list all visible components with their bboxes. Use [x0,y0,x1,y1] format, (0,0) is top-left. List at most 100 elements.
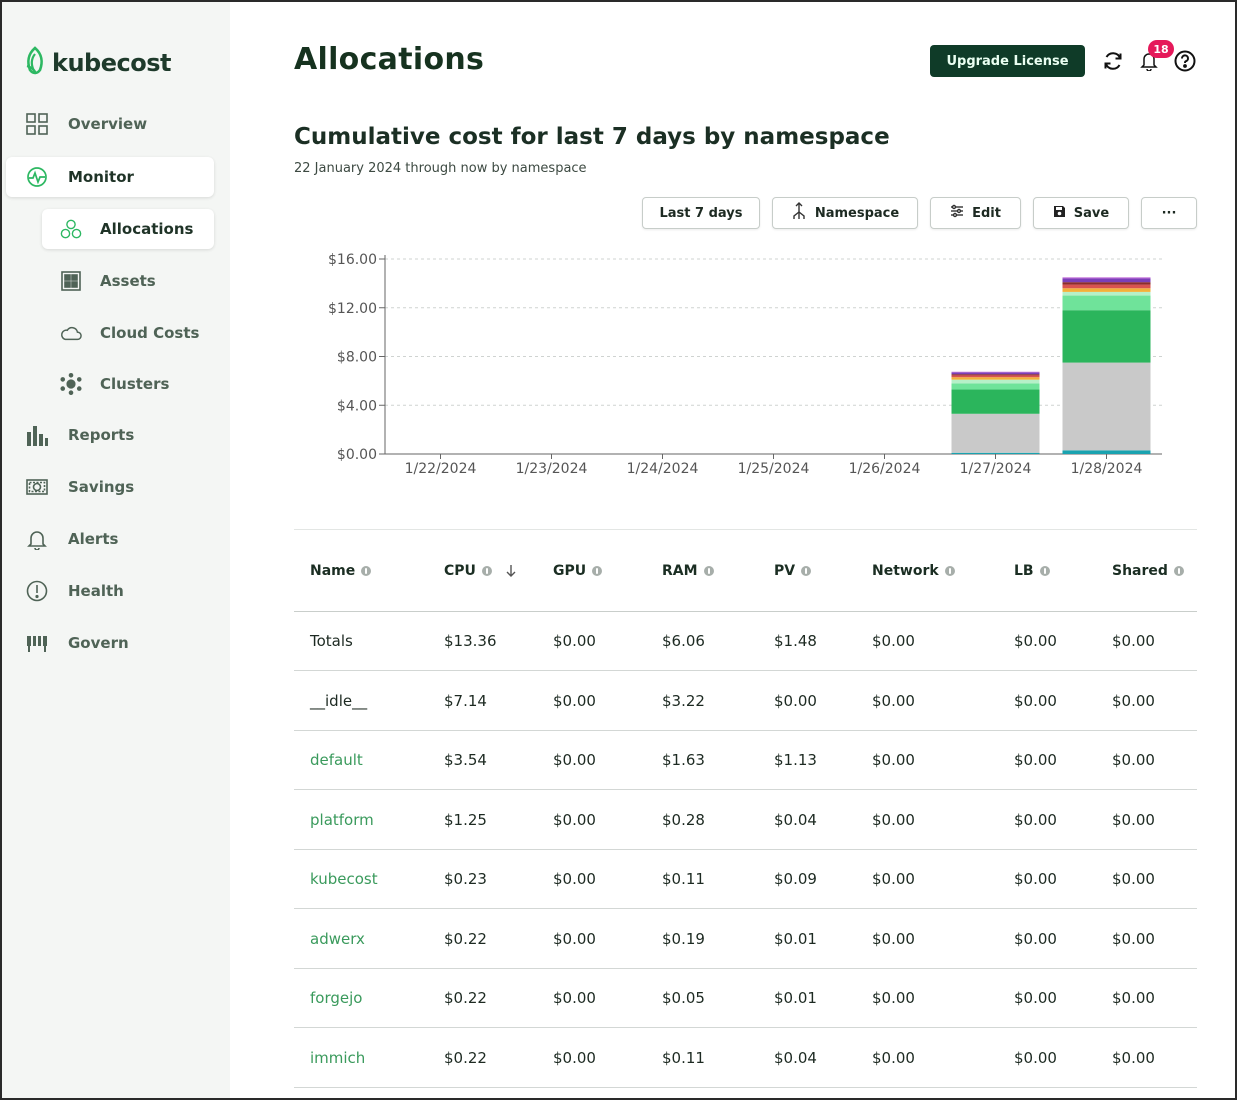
cost-cell-network: $0.00 [872,751,915,769]
info-icon[interactable] [801,565,812,576]
cost-cell-gpu: $0.00 [553,751,596,769]
info-icon[interactable] [592,565,603,576]
more-options-label: ··· [1161,205,1177,221]
cost-cell-gpu: $0.00 [553,870,596,888]
column-header-label: PV [774,562,796,579]
edit-button[interactable]: Edit [930,197,1021,229]
table-row: immich $0.22 $0.00 $0.11 $0.04 $0.00 $0.00 $0.0… [294,1028,1197,1088]
bar-segment [951,452,1040,454]
notification-count-badge: 18 [1148,40,1174,58]
sidebar-item-alerts[interactable]: Alerts [6,519,214,559]
more-options-button[interactable]: ··· [1141,197,1197,229]
info-icon[interactable] [1039,565,1050,576]
bar-segment [951,379,1040,384]
cost-cell-cpu: $0.22 [444,1048,487,1067]
cost-cell-gpu: $0.00 [553,989,596,1007]
sidebar-item-govern[interactable]: Govern [6,623,214,663]
namespace-link[interactable]: adwerx [310,929,365,948]
sidebar-item-clusters[interactable]: Clusters [42,364,214,404]
help-icon[interactable] [1172,48,1198,74]
grid-icon [26,113,48,135]
y-tick-label: $0.00 [337,447,377,463]
namespace-link[interactable]: immich [310,1048,366,1067]
cost-cell-gpu: $0.00 [553,691,596,710]
column-header-lb[interactable]: LB [1014,530,1050,611]
cost-cell-shared: $0.00 [1112,929,1155,948]
sidebar-item-overview[interactable]: Overview [6,104,214,144]
cost-cell-shared: $0.00 [1112,751,1155,769]
bar-segment [1062,277,1151,279]
table-header-row: Name CPU GPU RAM PV Network LB Shared [294,530,1197,612]
x-tick-label: 1/26/2024 [849,461,921,477]
save-button[interactable]: Save [1033,197,1129,229]
cost-cell-lb: $0.00 [1014,870,1057,888]
cost-cell-pv: $0.04 [774,1048,817,1067]
column-header-network[interactable]: Network [872,530,955,611]
sidebar-item-label: Alerts [68,530,119,548]
cost-cell-network: $0.00 [872,989,915,1007]
bar-segment [1062,362,1151,451]
column-header-label: GPU [553,562,587,579]
cost-cell-cpu: $3.54 [444,751,487,769]
column-header-cpu[interactable]: CPU [444,530,518,611]
cost-cell-ram: $0.11 [662,870,705,888]
refresh-icon[interactable] [1100,48,1126,74]
column-header-gpu[interactable]: GPU [553,530,603,611]
cost-cell-cpu: $0.22 [444,929,487,948]
sort-descending-icon[interactable] [504,564,518,578]
column-header-pv[interactable]: PV [774,530,812,611]
bell-icon [26,528,48,550]
column-header-label: Name [310,562,356,579]
sidebar-item-assets[interactable]: Assets [42,261,214,301]
sidebar-item-cloud-costs[interactable]: Cloud Costs [42,313,214,353]
sidebar-item-label: Govern [68,634,129,652]
info-icon[interactable] [1173,565,1184,576]
namespace-link[interactable]: platform [310,810,374,829]
info-icon[interactable] [481,565,492,576]
clusters-icon [60,373,82,395]
sidebar-item-label: Assets [100,272,156,290]
info-icon[interactable] [361,565,372,576]
sidebar-item-savings[interactable]: Savings [6,467,214,507]
aggregate-label: Namespace [814,205,900,221]
aggregate-by-button[interactable]: Namespace [772,197,918,229]
cost-cell-ram: $0.19 [662,929,705,948]
cost-cell-network: $0.00 [872,691,915,710]
sidebar-item-allocations[interactable]: Allocations [42,209,214,249]
namespace-link[interactable]: forgejo [310,989,363,1007]
bar-segment [951,372,1040,375]
edit-label: Edit [972,205,1001,221]
column-header-name[interactable]: Name [310,530,372,611]
health-icon [26,580,48,602]
cost-cell-gpu: $0.00 [553,929,596,948]
cost-cell-shared: $0.00 [1112,1048,1155,1067]
cost-cell-network: $0.00 [872,810,915,829]
kubecost-logo[interactable]: kubecost [24,46,171,80]
upgrade-license-button[interactable]: Upgrade License [930,45,1085,77]
column-header-shared[interactable]: Shared [1112,530,1184,611]
cost-cell-lb: $0.00 [1014,632,1057,650]
column-header-ram[interactable]: RAM [662,530,714,611]
cost-cell-lb: $0.00 [1014,929,1057,948]
x-tick-label: 1/22/2024 [405,461,477,477]
sidebar-item-label: Monitor [68,168,134,186]
bar-segment [951,374,1040,376]
sidebar-item-label: Overview [68,115,148,133]
cost-cell-shared: $0.00 [1112,989,1155,1007]
y-tick-label: $12.00 [328,301,377,317]
x-tick-label: 1/27/2024 [960,461,1032,477]
save-label: Save [1073,205,1110,221]
bar-segment [951,377,1040,380]
sidebar-item-monitor[interactable]: Monitor [6,157,214,197]
bar-segment [1062,288,1151,292]
namespace-link[interactable]: kubecost [310,870,378,888]
info-icon[interactable] [944,565,955,576]
table-row: forgejo $0.22 $0.00 $0.05 $0.01 $0.00 $0.00 $0.… [294,969,1197,1028]
sidebar-item-reports[interactable]: Reports [6,415,214,455]
allocations-table: Name CPU GPU RAM PV Network LB Shared Totals $13.… [294,529,1197,1088]
info-icon[interactable] [703,565,714,576]
date-range-button[interactable]: Last 7 days [642,197,760,229]
namespace-link[interactable]: default [310,751,363,769]
sidebar-item-health[interactable]: Health [6,571,214,611]
cost-cell-shared: $0.00 [1112,810,1155,829]
